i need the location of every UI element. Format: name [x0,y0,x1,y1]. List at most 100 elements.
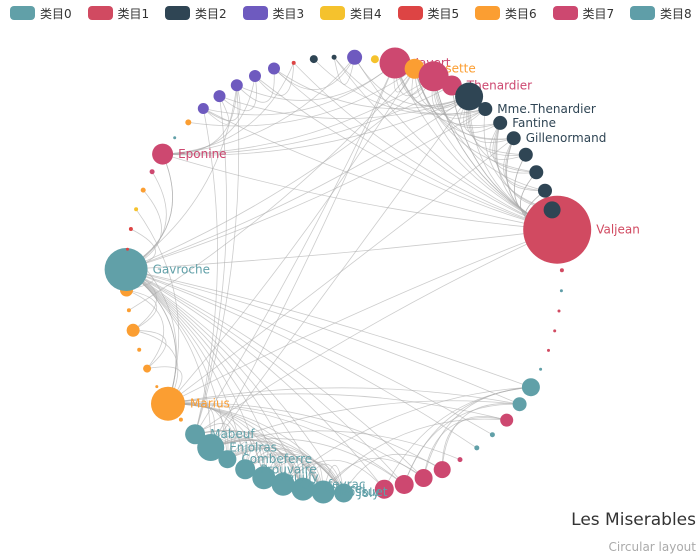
graph-node[interactable] [140,187,146,193]
graph-node[interactable] [455,82,484,111]
graph-node[interactable] [334,483,354,503]
graph-node[interactable] [489,432,495,438]
graph-node[interactable] [506,131,521,146]
graph-node[interactable] [104,248,148,291]
graph-link [423,417,507,479]
graph-link [441,416,507,470]
graph-node[interactable] [126,323,140,337]
graph-link [254,62,295,96]
graph-node[interactable] [433,461,451,479]
graph-node[interactable] [249,70,261,82]
graph-node[interactable] [559,268,564,273]
legend-item-0[interactable]: 类目0 [10,4,72,22]
graph-node[interactable] [414,469,433,487]
graph-link [194,108,218,435]
graph-node[interactable] [500,413,514,427]
node-label: Combeferre [241,452,312,466]
graph-node[interactable] [291,477,315,501]
graph-node[interactable] [539,367,543,371]
graph-node[interactable] [149,169,155,175]
graph-node[interactable] [291,60,296,65]
graph-node[interactable] [538,183,552,198]
graph-node[interactable] [379,47,411,79]
graph-node[interactable] [235,459,256,480]
graph-node[interactable] [362,490,366,494]
graph-link [194,85,240,435]
graph-node[interactable] [512,397,527,412]
graph-link [227,446,304,490]
legend-item-5[interactable]: 类目5 [397,4,459,22]
graph-node[interactable] [311,480,335,504]
graph-node[interactable] [523,195,592,264]
graph-link [167,393,507,421]
graph-node[interactable] [178,417,183,422]
legend-item-4[interactable]: 类目4 [320,4,382,22]
legend-item-7[interactable]: 类目7 [552,4,614,22]
graph-link [210,438,405,485]
graph-node[interactable] [543,201,561,219]
graph-node[interactable] [478,102,493,116]
graph-node[interactable] [185,119,192,126]
graph-node[interactable] [197,103,209,114]
graph-link [167,403,405,485]
graph-node[interactable] [558,247,563,252]
graph-node[interactable] [370,55,379,64]
graph-node[interactable] [126,308,131,313]
node-label: Thenardier [466,79,532,93]
legend-item-1[interactable]: 类目1 [87,4,149,22]
graph-node[interactable] [521,378,540,397]
graph-node[interactable] [152,143,174,165]
graph-node[interactable] [518,147,533,162]
graph-node[interactable] [374,479,394,499]
graph-node[interactable] [457,457,463,463]
graph-link [125,269,304,490]
graph-node[interactable] [557,309,561,313]
graph-node[interactable] [197,434,225,461]
graph-node[interactable] [185,424,206,445]
graph-link [273,68,558,231]
graph-node[interactable] [268,62,280,75]
graph-node[interactable] [474,445,480,451]
graph-node[interactable] [128,227,133,231]
graph-link [167,403,304,490]
graph-link [492,122,537,174]
graph-node[interactable] [126,247,129,251]
graph-node[interactable] [151,386,185,421]
graph-node[interactable] [331,54,337,60]
graph-node[interactable] [559,289,563,293]
legend-label: 类目8 [660,6,692,21]
graph-link [125,269,424,479]
legend-item-2[interactable]: 类目2 [165,4,227,22]
graph-node[interactable] [143,364,152,373]
legend-label: 类目2 [195,6,227,21]
graph-link [125,269,478,449]
legend-swatch [242,6,268,20]
graph-node[interactable] [418,61,449,92]
graph-node[interactable] [529,165,544,180]
graph-node[interactable] [347,49,363,65]
legend-item-8[interactable]: 类目8 [630,4,692,22]
graph-node[interactable] [155,385,159,389]
graph-node[interactable] [173,136,177,140]
graph-node[interactable] [553,329,557,333]
graph-node[interactable] [218,450,237,469]
graph-node[interactable] [309,55,318,64]
legend-item-6[interactable]: 类目6 [475,4,537,22]
graph-node[interactable] [547,348,550,352]
graph-node[interactable] [493,115,508,130]
graph-link [403,403,520,485]
graph-node[interactable] [394,475,414,494]
node-label: Marius [190,397,230,411]
graph-node[interactable] [134,207,139,212]
graph-node[interactable] [213,90,226,103]
graph-node[interactable] [137,347,142,352]
legend-label: 类目4 [350,6,382,21]
legend-label: 类目3 [272,6,305,21]
graph-node[interactable] [230,79,243,92]
graph-link [162,75,256,155]
graph-link [203,95,230,125]
graph-node[interactable] [252,466,276,490]
graph-node[interactable] [271,472,295,496]
legend-item-3[interactable]: 类目3 [242,4,305,22]
graph-link [126,289,164,369]
